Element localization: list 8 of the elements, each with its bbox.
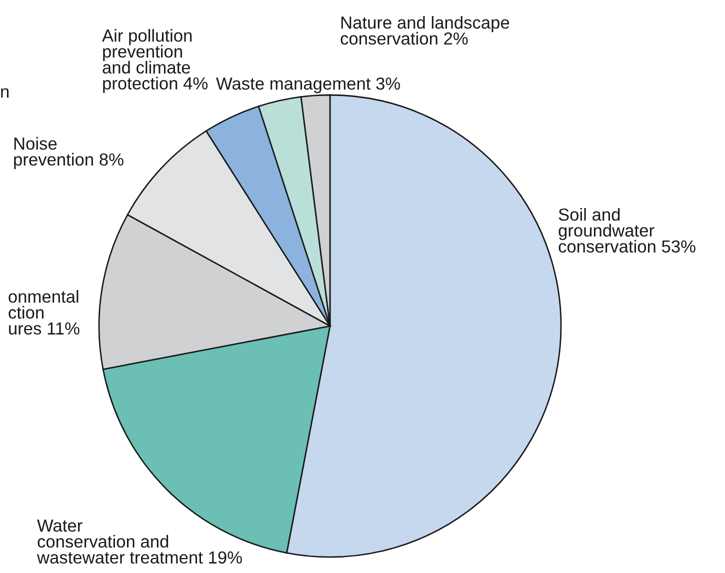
slice-label: Noise prevention 8% — [14, 137, 124, 170]
slice-label: Waste management 3% — [216, 77, 400, 94]
slice-label: Soil and groundwater conservation 53% — [558, 208, 696, 253]
slice-label: onmental ction ures 11% — [8, 290, 80, 335]
text: n — [1, 88, 9, 98]
slice-label: Nature and landscape conservation 2% — [340, 16, 510, 45]
slice-label: Air pollution prevention and climate protection 4% — [102, 29, 208, 93]
slice-label: Water conservation and wastewater treatment 19% — [36, 520, 242, 564]
